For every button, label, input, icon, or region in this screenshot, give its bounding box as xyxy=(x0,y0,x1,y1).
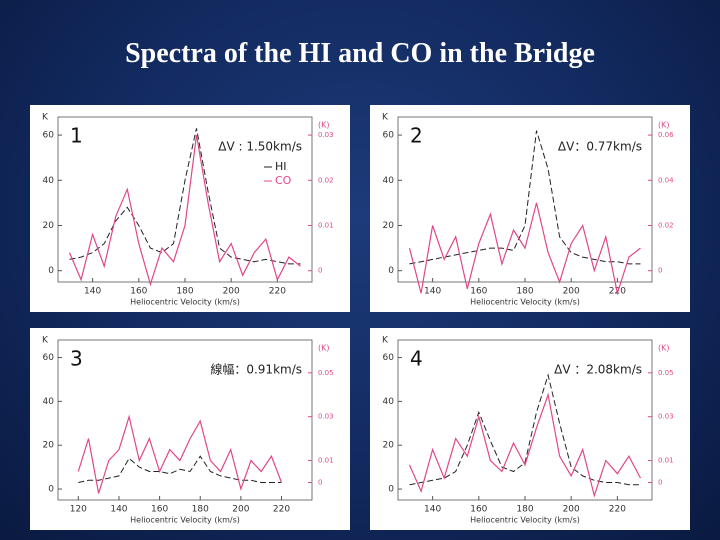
y2-tick-label: 0.03 xyxy=(318,413,334,421)
panel xyxy=(30,328,350,530)
y-tick-label: 0 xyxy=(48,266,54,276)
x-tick-label: 160 xyxy=(130,287,147,297)
y2-tick-label: 0.03 xyxy=(658,413,674,421)
series-line xyxy=(409,373,641,486)
y-tick-label: 60 xyxy=(383,353,395,363)
x-tick-label: 200 xyxy=(563,287,580,297)
y-tick-label: 40 xyxy=(383,176,395,186)
y2-tick-label: 0.06 xyxy=(658,131,674,139)
x-tick-label: 140 xyxy=(424,287,441,297)
x-tick-label: 140 xyxy=(424,505,441,515)
x-tick-label: 140 xyxy=(110,505,127,515)
annotation: ΔV：0.77km/s xyxy=(558,140,642,154)
x-tick-label: 200 xyxy=(563,505,580,515)
annotation: ΔV : 1.50km/s xyxy=(218,140,302,154)
y-axis-label: K xyxy=(42,336,49,346)
y-tick-label: 0 xyxy=(388,266,394,276)
x-tick-label: 220 xyxy=(273,505,290,515)
y2-tick-label: 0.03 xyxy=(318,131,334,139)
series-line xyxy=(77,414,283,494)
x-tick-label: 180 xyxy=(192,505,209,515)
x-tick-label: 160 xyxy=(470,287,487,297)
x-tick-label: 120 xyxy=(70,505,87,515)
x-axis-label: Heliocentric Velocity (km/s) xyxy=(470,298,580,307)
x-tick-label: 220 xyxy=(609,505,626,515)
series-line xyxy=(68,134,301,287)
panel xyxy=(370,328,690,530)
panel xyxy=(30,105,350,312)
y-tick-label: 0 xyxy=(48,485,54,495)
x-tick-label: 180 xyxy=(516,505,533,515)
y-tick-label: 20 xyxy=(383,221,395,231)
x-tick-label: 220 xyxy=(269,287,286,297)
y2-tick-label: 0.02 xyxy=(658,221,674,229)
y2-tick-label: 0.05 xyxy=(318,369,334,377)
y-tick-label: 20 xyxy=(43,441,55,451)
panel-number: 1 xyxy=(70,124,83,148)
legend-label: HI xyxy=(275,160,287,173)
y-axis-label: K xyxy=(42,113,49,123)
x-axis-label: Heliocentric Velocity (km/s) xyxy=(130,516,240,525)
annotation: 線幅：0.91km/s xyxy=(210,362,302,377)
y2-tick-label: 0 xyxy=(318,478,322,486)
y-tick-label: 40 xyxy=(43,176,55,186)
x-tick-label: 160 xyxy=(151,505,168,515)
y2-tick-label: 0.04 xyxy=(658,176,674,184)
y2-tick-label: 0.02 xyxy=(318,176,334,184)
y-tick-label: 60 xyxy=(383,131,395,141)
y2-tick-label: 0 xyxy=(318,267,322,275)
annotation: ΔV ：2.08km/s xyxy=(554,363,642,377)
plot-frame xyxy=(57,339,313,501)
panel-number: 3 xyxy=(70,347,83,371)
y-axis-label: K xyxy=(382,113,389,123)
y-tick-label: 40 xyxy=(43,397,55,407)
slide-title: Spectra of the HI and CO in the Bridge xyxy=(125,38,595,69)
series-line xyxy=(408,202,641,296)
y-tick-label: 20 xyxy=(383,441,395,451)
series-line xyxy=(78,455,282,483)
y2-tick-label: 0.05 xyxy=(658,369,674,377)
y2-tick-label: 0 xyxy=(658,267,662,275)
y2-tick-label: 0.01 xyxy=(318,457,334,465)
x-axis-label: Heliocentric Velocity (km/s) xyxy=(470,516,580,525)
y-tick-label: 60 xyxy=(43,131,55,141)
y-tick-label: 0 xyxy=(388,485,394,495)
y-tick-label: 60 xyxy=(43,353,55,363)
series-line xyxy=(409,130,641,265)
y2-axis-label: (K) xyxy=(658,121,670,130)
y2-axis-label: (K) xyxy=(318,344,330,353)
series-line xyxy=(69,128,301,265)
series-line xyxy=(408,392,642,498)
legend-label: CO xyxy=(275,174,292,187)
x-tick-label: 140 xyxy=(84,287,101,297)
x-tick-label: 160 xyxy=(470,505,487,515)
y2-axis-label: (K) xyxy=(658,344,670,353)
x-axis-label: Heliocentric Velocity (km/s) xyxy=(130,298,240,307)
x-tick-label: 200 xyxy=(232,505,249,515)
y-tick-label: 40 xyxy=(383,397,395,407)
y-tick-label: 20 xyxy=(43,221,55,231)
panel-number: 4 xyxy=(410,347,423,371)
x-tick-label: 200 xyxy=(223,287,240,297)
y2-tick-label: 0.01 xyxy=(318,221,334,229)
panel-number: 2 xyxy=(410,124,423,148)
y2-tick-label: 0 xyxy=(658,478,662,486)
x-tick-label: 180 xyxy=(176,287,193,297)
y2-tick-label: 0.01 xyxy=(658,457,674,465)
y-axis-label: K xyxy=(382,336,389,346)
x-tick-label: 180 xyxy=(516,287,533,297)
y2-axis-label: (K) xyxy=(318,121,330,130)
